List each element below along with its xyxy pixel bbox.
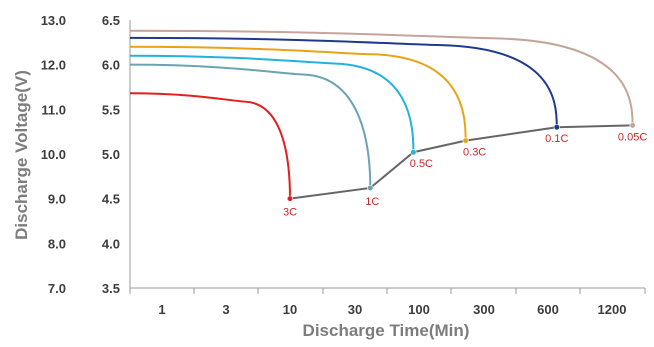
x-tick-label: 10 — [283, 302, 297, 317]
x-tick-label: 1200 — [598, 302, 627, 317]
cutoff-line-group — [289, 124, 633, 200]
y-tick-label-inner: 3.5 — [102, 281, 120, 296]
x-axis-title: Discharge Time(Min) — [303, 321, 470, 340]
end-point-3C — [286, 195, 294, 202]
y-tick-label-inner: 6.5 — [102, 13, 120, 28]
x-ticks — [129, 288, 646, 294]
y-tick-labels: 6.5 13.0 6.0 12.0 5.5 11.0 5.0 10.0 4.5 9.0 4.0 8.0… — [41, 13, 120, 296]
cutoff-line — [289, 124, 633, 200]
y-tick-label-outer: 13.0 — [41, 13, 66, 28]
point-label-1C: 1C — [365, 196, 379, 208]
end-point-0.5C — [410, 149, 417, 156]
point-label-0.3C: 0.3C — [463, 147, 486, 159]
curve-3C — [129, 92, 291, 199]
end-point-0.3C — [462, 137, 469, 144]
x-tick-label: 3 — [222, 302, 229, 317]
y-tick-label-outer: 12.0 — [41, 58, 66, 73]
curve-1C — [129, 63, 372, 188]
discharge-curves — [129, 29, 634, 199]
y-tick-label-inner: 5.5 — [102, 102, 120, 117]
x-tick-label: 1 — [158, 302, 165, 317]
point-label-3C: 3C — [283, 207, 297, 219]
y-tick-label-inner: 6.0 — [102, 58, 120, 73]
x-tick-label: 100 — [408, 302, 430, 317]
x-tick-label: 600 — [537, 302, 559, 317]
y-tick-label-outer: 8.0 — [48, 236, 66, 251]
y-tick-label-outer: 11.0 — [41, 102, 66, 117]
y-tick-label-outer: 7.0 — [48, 281, 66, 296]
end-point-0.1C — [553, 124, 560, 131]
curve-0.3C — [129, 45, 467, 141]
x-tick-label: 300 — [473, 302, 495, 317]
x-tick-label: 30 — [348, 302, 362, 317]
end-points: 3C 1C 0.5C 0.3C 0.1C 0.05C — [283, 122, 647, 219]
curve-0.1C — [129, 36, 558, 128]
x-tick-labels: 1 3 10 30 100 300 600 1200 — [158, 302, 626, 317]
y-axis-title: Discharge Voltage(V) — [12, 70, 31, 240]
y-tick-label-outer: 10.0 — [41, 147, 66, 162]
point-label-0.1C: 0.1C — [545, 133, 568, 145]
y-tick-label-outer: 9.0 — [48, 192, 66, 207]
y-tick-label-inner: 5.0 — [102, 147, 120, 162]
end-point-0.05C — [629, 122, 636, 129]
point-label-0.5C: 0.5C — [410, 158, 433, 170]
curve-0.05C — [129, 29, 634, 126]
curve-0.5C — [129, 54, 415, 153]
point-label-0.05C: 0.05C — [618, 131, 647, 143]
end-point-1C — [367, 184, 374, 192]
y-tick-label-inner: 4.5 — [102, 192, 120, 207]
y-tick-label-inner: 4.0 — [102, 236, 120, 251]
